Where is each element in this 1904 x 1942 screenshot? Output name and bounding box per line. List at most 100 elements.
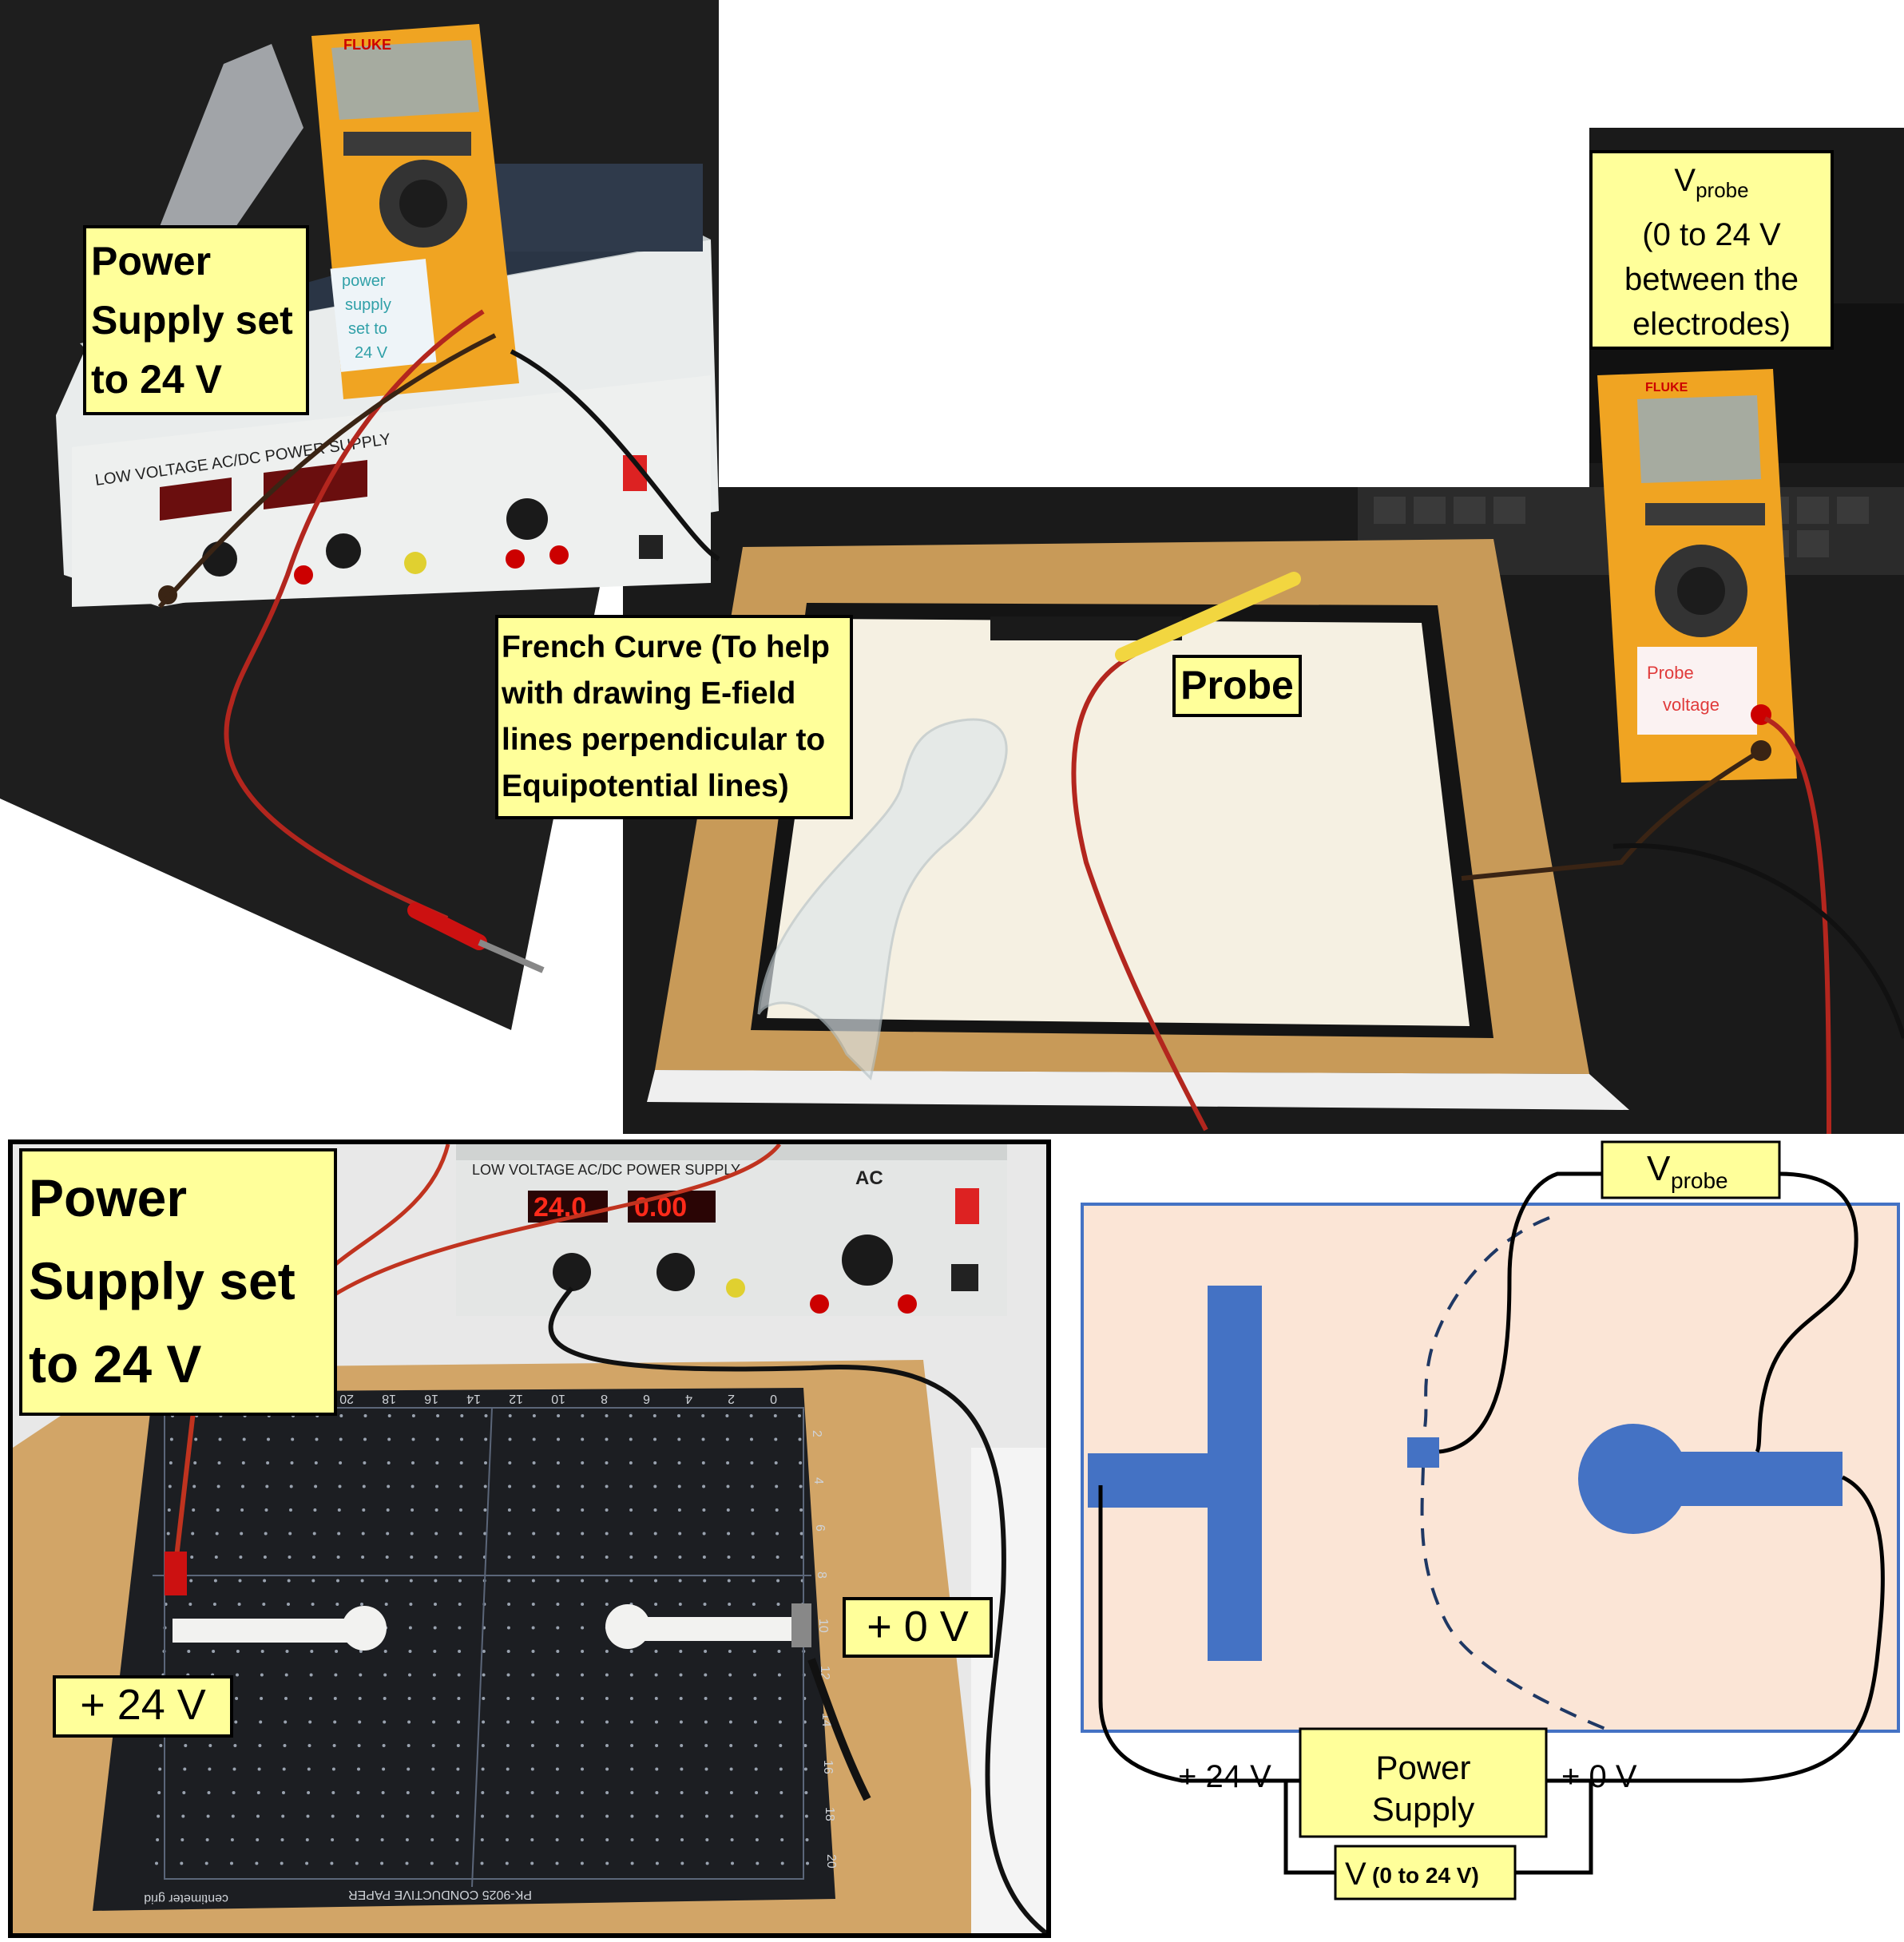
grid-dot (532, 1556, 535, 1559)
grid-dot (459, 1484, 463, 1488)
grid-dot (805, 1838, 809, 1841)
grid-dot (581, 1673, 584, 1677)
grid-dot (755, 1838, 759, 1841)
side-tick-label: 2 (810, 1430, 823, 1437)
grid-dot (387, 1414, 391, 1417)
grid-dot (556, 1720, 559, 1724)
grid-dot (678, 1532, 682, 1536)
grid-dot (482, 1697, 486, 1700)
grid-dot (460, 1437, 463, 1441)
grid-dot (704, 1791, 708, 1794)
grid-dot (483, 1508, 487, 1512)
grid-dot (212, 1650, 216, 1653)
grid-dot (385, 1579, 389, 1583)
grid-dot (605, 1814, 609, 1818)
svg-text:voltage: voltage (1663, 695, 1720, 715)
grid-dot (280, 1861, 284, 1865)
grid-dot (507, 1603, 511, 1606)
grid-dot (506, 1744, 510, 1747)
grid-dot (605, 1720, 609, 1724)
grid-dot (411, 1461, 415, 1464)
grid-dot (605, 1603, 609, 1606)
grid-dot (752, 1603, 756, 1606)
grid-dot (315, 1437, 319, 1441)
grid-dot (728, 1697, 732, 1700)
grid-dot (191, 1532, 195, 1536)
grid-dot (157, 1814, 161, 1818)
grid-dot (629, 1508, 633, 1512)
grid-dot (730, 1838, 734, 1841)
grid-dot (232, 1791, 236, 1794)
grid-dot (311, 1603, 315, 1606)
grid-dot (405, 1861, 409, 1865)
grid-dot (308, 1720, 312, 1724)
grid-dot (728, 1603, 732, 1606)
grid-dot (804, 1814, 808, 1818)
side-tick-label: 10 (816, 1619, 830, 1633)
grid-dot (189, 1579, 193, 1583)
grid-dot (581, 1437, 585, 1441)
grid-dot (385, 1556, 389, 1559)
grid-dot (380, 1861, 384, 1865)
grid-dot (803, 1744, 807, 1747)
grid-dot (333, 1720, 337, 1724)
label-vprobe-top: Vprobe (0 to 24 V between the electrodes… (1589, 150, 1834, 350)
grid-dot (159, 1744, 163, 1747)
grid-dot (458, 1556, 462, 1559)
grid-dot (339, 1461, 343, 1464)
grid-dot (155, 1861, 158, 1865)
grid-dot (460, 1414, 464, 1417)
grid-dot (679, 1720, 683, 1724)
grid-dot (432, 1673, 436, 1677)
grid-dot (507, 1532, 511, 1536)
grid-dot (407, 1744, 411, 1747)
grid-dot (629, 1650, 633, 1653)
grid-dot (581, 1744, 584, 1747)
grid-dot (507, 1579, 511, 1583)
grid-dot (654, 1673, 658, 1677)
grid-dot (168, 1484, 172, 1488)
grid-dot (655, 1720, 658, 1724)
label-power-supply-top: Power Supply set to 24 V (83, 225, 309, 415)
grid-dot (216, 1508, 220, 1512)
grid-dot (232, 1767, 236, 1771)
grid-dot (407, 1720, 411, 1724)
grid-dot (678, 1556, 682, 1559)
grid-dot (436, 1414, 440, 1417)
grid-dot (184, 1744, 188, 1747)
grid-dot (779, 1767, 783, 1771)
grid-dot (181, 1814, 185, 1818)
grid-dot (208, 1744, 212, 1747)
grid-dot (704, 1673, 708, 1677)
grid-dot (506, 1650, 510, 1653)
grid-caption: centimeter grid (144, 1892, 228, 1905)
grid-dot (755, 1791, 759, 1794)
grid-dot (506, 1626, 510, 1630)
grid-dot (357, 1767, 360, 1771)
grid-dot (362, 1484, 366, 1488)
grid-dot (339, 1414, 343, 1417)
diagram-plus-24: + 24 V (1178, 1759, 1271, 1794)
grid-dot (482, 1673, 486, 1677)
grid-dot (530, 1814, 534, 1818)
side-tick-label: 4 (811, 1477, 825, 1484)
grid-dot (408, 1673, 411, 1677)
grid-dot (753, 1720, 757, 1724)
grid-dot (208, 1767, 212, 1771)
grid-dot (411, 1414, 415, 1417)
grid-dot (581, 1626, 585, 1630)
grid-dot (355, 1838, 359, 1841)
grid-dot (532, 1532, 536, 1536)
grid-dot (262, 1603, 266, 1606)
grid-dot (361, 1556, 365, 1559)
grid-dot (705, 1838, 709, 1841)
grid-dot (287, 1579, 291, 1583)
grid-dot (704, 1767, 708, 1771)
grid-dot (728, 1650, 732, 1653)
top-tick-label: 8 (601, 1392, 608, 1405)
voltmeter-box (1334, 1845, 1517, 1900)
grid-dot (531, 1720, 534, 1724)
grid-dot (407, 1767, 411, 1771)
grid-dot (156, 1838, 160, 1841)
grid-dot (629, 1697, 633, 1700)
